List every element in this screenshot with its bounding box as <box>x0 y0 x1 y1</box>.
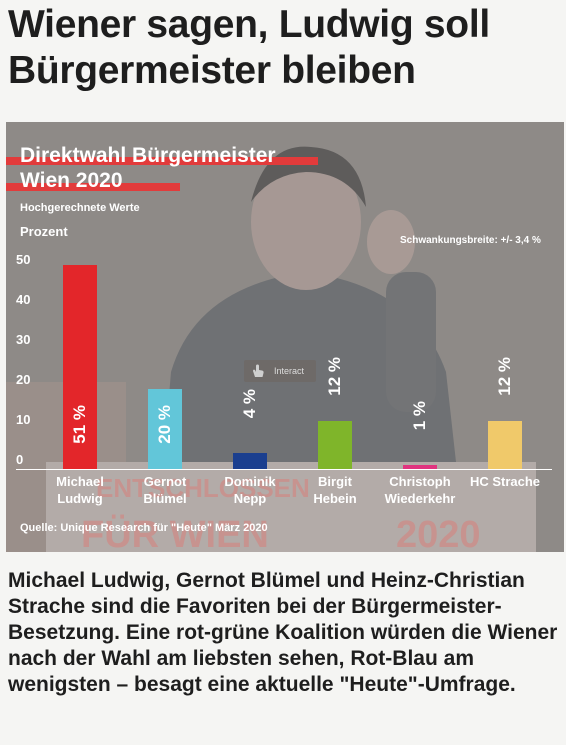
x-label-line: Gernot <box>143 474 187 489</box>
bar-6 <box>488 421 522 469</box>
x-label-line: Ludwig <box>57 491 103 506</box>
bar-4 <box>318 421 352 469</box>
bar-5 <box>403 465 437 469</box>
chart-title-line1: Direktwahl Bürgermeister <box>20 144 276 167</box>
y-tick-40: 40 <box>16 292 31 307</box>
y-tick-10: 10 <box>16 412 31 427</box>
x-label-line: Dominik <box>224 474 276 489</box>
bar-value-label-4: 12 % <box>325 357 344 396</box>
x-label-line: Christoph <box>389 474 451 489</box>
x-label-line: HC Strache <box>469 474 541 489</box>
bar-1 <box>63 265 97 469</box>
bar-value-label-6: 12 % <box>495 357 514 396</box>
bar-2 <box>148 389 182 469</box>
y-tick-50: 50 <box>16 252 31 267</box>
interact-button[interactable]: Interact <box>244 360 316 382</box>
bar-value-label-2: 20 % <box>155 405 174 444</box>
podium-text-1: ENTSCHLOSSEN <box>96 473 310 503</box>
chart-subtitle: Hochgerechnete Werte <box>20 202 140 214</box>
bar-3 <box>233 453 267 469</box>
x-label-4: Birgit Hebein <box>290 473 380 507</box>
y-axis-title: Prozent <box>20 224 68 239</box>
x-label-line: Michael <box>56 474 104 489</box>
poll-chart[interactable]: ENTSCHLOSSEN FÜR WIEN 2020 Direktwahl Bü… <box>6 122 564 552</box>
x-label-line: Nepp <box>233 491 267 506</box>
x-label-line: Wiederkehr <box>384 491 456 506</box>
photo-podium <box>46 462 536 552</box>
hand-pointer-icon <box>253 364 264 377</box>
article-lead: Michael Ludwig, Gernot Blümel und Heinz-… <box>8 569 558 696</box>
x-label-2: Gernot Blümel <box>120 473 210 507</box>
margin-note: Schwankungsbreite: +/- 3,4 % <box>400 235 541 246</box>
bar-value-label-5: 1 % <box>410 401 429 431</box>
y-tick-20: 20 <box>16 372 31 387</box>
x-label-line: Hebein <box>313 491 357 506</box>
background-photo: ENTSCHLOSSEN FÜR WIEN 2020 <box>6 122 564 552</box>
podium-text-3: 2020 <box>396 514 481 552</box>
chart-title-line2: Wien 2020 <box>20 169 123 192</box>
x-label-1: Michael Ludwig <box>35 473 125 507</box>
x-label-line: Birgit <box>318 474 352 489</box>
chart-source: Quelle: Unique Research für "Heute" März… <box>20 522 268 534</box>
x-label-line: Blümel <box>143 491 187 506</box>
bar-value-label-3: 4 % <box>240 389 259 419</box>
title-accent-1 <box>6 157 318 165</box>
interact-label: Interact <box>274 366 305 376</box>
x-axis-baseline <box>16 469 552 470</box>
photo-hand <box>367 210 415 274</box>
podium-text-2: FÜR WIEN <box>81 513 269 552</box>
photo-arm <box>386 272 436 412</box>
headline: Wiener sagen, Ludwig soll Bürgermeister … <box>8 3 490 92</box>
y-tick-0: 0 <box>16 452 24 467</box>
x-label-6: HC Strache <box>460 473 550 490</box>
x-label-3: Dominik Nepp <box>205 473 295 507</box>
bar-value-label-1: 51 % <box>70 405 89 444</box>
y-tick-30: 30 <box>16 332 31 347</box>
title-accent-2 <box>6 183 180 191</box>
x-label-5: Christoph Wiederkehr <box>375 473 465 507</box>
photo-face <box>251 154 361 290</box>
